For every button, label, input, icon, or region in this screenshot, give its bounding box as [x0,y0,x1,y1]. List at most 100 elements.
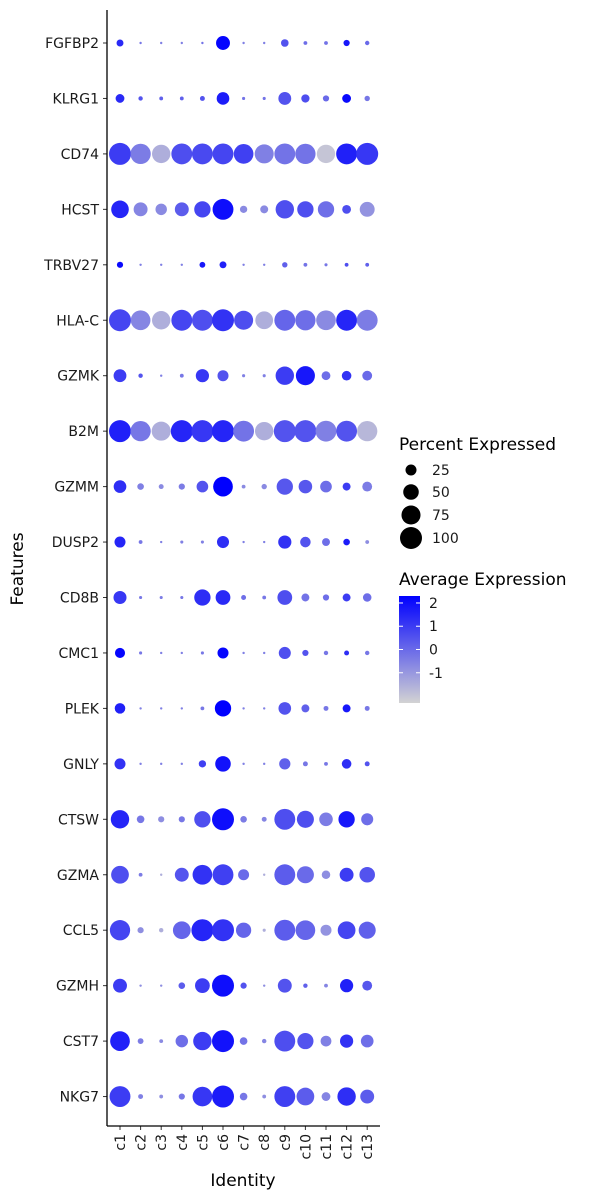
dot-ctsw-c6 [212,808,234,831]
dot-plek-c1 [114,703,126,714]
dot-cmc1-c9 [278,646,291,659]
dot-klrg1-c4 [179,96,184,101]
dot-gzma-c13 [359,866,375,883]
dot-klrg1-c1 [115,94,125,103]
dot-cd74-c12 [336,143,358,165]
color-legend-label: -1 [429,666,443,682]
y-tick-label: TRBV27 [43,258,99,274]
dot-gnly-c4 [180,762,183,766]
dot-dusp2-c3 [160,540,163,544]
dot-gzma-c5 [192,864,213,885]
dot-cmc1-c6 [217,647,229,659]
dot-gnly-c7 [242,762,245,766]
x-axis-title: Identity [210,1171,275,1191]
dot-gzmk-c5 [195,369,209,383]
x-tick-labels: c1 c2 c3 c4 c5 c6 c7 c8 c9 c10 c11 c12 c13 [113,1126,376,1160]
y-tick-label: GNLY [63,757,99,773]
y-tick-labels: FGFBP2 KLRG1 CD74 HCST TRBV27 HLA-C GZMK B2M GZM… [43,36,107,1106]
dot-trbv27-c4 [180,263,183,266]
dot-cst7-c12 [340,1034,354,1048]
dot-cst7-c10 [297,1033,314,1050]
dot-hla-c-c5 [191,309,213,331]
dot-b2m-c3 [151,421,171,441]
dot-gnly-c13 [364,761,370,767]
dot-hla-c-c8 [255,311,274,330]
dot-gzmh-c4 [178,982,186,989]
dot-plek-c2 [139,707,142,710]
dot-trbv27-c13 [365,262,370,267]
dot-trbv27-c9 [282,262,288,268]
dot-hla-c-c7 [234,310,254,330]
dot-hcst-c13 [359,201,375,217]
dot-cst7-c6 [212,1030,234,1053]
dot-cd8b-c6 [215,590,231,605]
dot-cd74-c1 [109,142,131,165]
dot-cd74-c5 [191,143,213,165]
dot-cd8b-c12 [342,593,351,602]
dot-ccl5-c5 [191,919,214,942]
x-tick-label: c1 [113,1134,129,1151]
dot-cd8b-c2 [139,595,143,600]
dot-cd74-c6 [212,143,234,165]
dot-gnly-c10 [302,761,308,767]
dot-gzmm-c8 [261,483,267,490]
dot-plek-c6 [214,700,232,717]
dot-cd8b-c9 [277,590,293,605]
dot-ctsw-c13 [361,813,374,826]
dot-ccl5-c13 [358,921,376,939]
dot-cmc1-c10 [302,649,309,657]
dot-gnly-c3 [160,762,163,766]
dot-dusp2-c5 [200,540,204,544]
dot-nkg7-c8 [262,1094,267,1099]
dot-gzma-c6 [212,864,234,886]
dot-cd74-c7 [233,144,254,164]
dot-trbv27-c3 [160,263,163,266]
dot-cd8b-c4 [180,595,184,600]
dot-gzma-c4 [174,867,189,882]
y-tick-label: GZMK [57,369,100,385]
x-tick-label: c7 [237,1134,253,1151]
dot-b2m-c8 [255,421,274,441]
dot-klrg1-c8 [262,96,266,101]
size-legend-label: 75 [432,508,450,524]
dot-fgfbp2-c1 [116,39,124,47]
y-tick-label: CD74 [61,147,99,163]
dot-klrg1-c2 [138,96,143,101]
dot-hcst-c7 [239,205,248,214]
dot-cmc1-c2 [139,651,143,655]
dot-plek-c12 [342,704,351,713]
dot-hcst-c9 [275,200,294,219]
dot-cmc1-c4 [180,651,183,655]
y-tick-label: CD8B [60,591,99,607]
x-tick-label: c2 [134,1134,150,1151]
dot-dusp2-c4 [180,540,184,544]
dot-cd74-c3 [152,144,171,164]
dot-dusp2-c9 [278,535,292,549]
dot-gzmk-c13 [362,370,373,381]
y-tick-label: HCST [61,202,99,218]
dot-gzma-c7 [238,869,250,881]
y-tick-label: HLA-C [56,313,99,329]
dot-ccl5-c12 [337,921,356,940]
dot-fgfbp2-c2 [139,41,142,45]
dot-dusp2-c13 [365,540,370,544]
dot-dusp2-c8 [263,540,266,544]
dot-cd74-c13 [356,142,379,165]
dot-hla-c-c6 [212,309,234,332]
dot-dusp2-c2 [138,540,143,544]
dot-ctsw-c1 [110,810,130,829]
dot-nkg7-c2 [138,1094,144,1100]
dot-hcst-c8 [260,205,269,214]
dot-trbv27-c2 [139,263,142,266]
dot-b2m-c2 [130,421,151,442]
dot-ccl5-c9 [274,919,296,941]
dot-hla-c-c2 [130,310,151,331]
dot-cmc1-c7 [242,651,245,655]
dot-gzmh-c11 [324,983,328,988]
dot-ccl5-c4 [172,921,191,940]
dot-cd8b-c7 [241,595,247,600]
dot-nkg7-c4 [178,1093,185,1100]
dot-cd74-c8 [254,144,274,164]
dot-ccl5-c11 [320,924,332,936]
